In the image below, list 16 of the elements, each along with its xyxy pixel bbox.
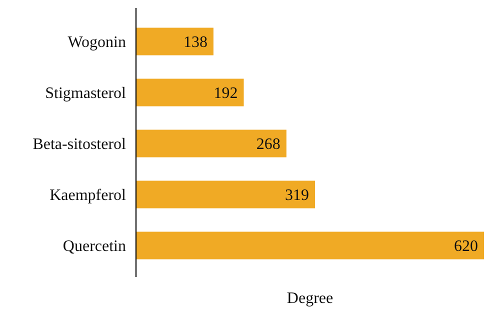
data-label: 192: [214, 85, 238, 102]
bar: [136, 78, 244, 106]
y-tick-label: Stigmasterol: [45, 85, 127, 102]
y-tick-label: Kaempferol: [50, 187, 127, 204]
bar: [136, 180, 316, 208]
bar: [136, 130, 286, 158]
y-tick-label: Beta-sitosterol: [32, 136, 127, 154]
data-label: 138: [183, 34, 208, 52]
bar: [136, 28, 214, 56]
y-tick-label: Quercetin: [62, 238, 126, 256]
x-axis-title: Degree: [286, 290, 334, 307]
data-label: 319: [285, 187, 310, 204]
bar: [136, 232, 484, 260]
data-label: 268: [256, 136, 280, 154]
data-label: 620: [454, 238, 478, 256]
y-tick-label: Wogonin: [68, 34, 126, 52]
